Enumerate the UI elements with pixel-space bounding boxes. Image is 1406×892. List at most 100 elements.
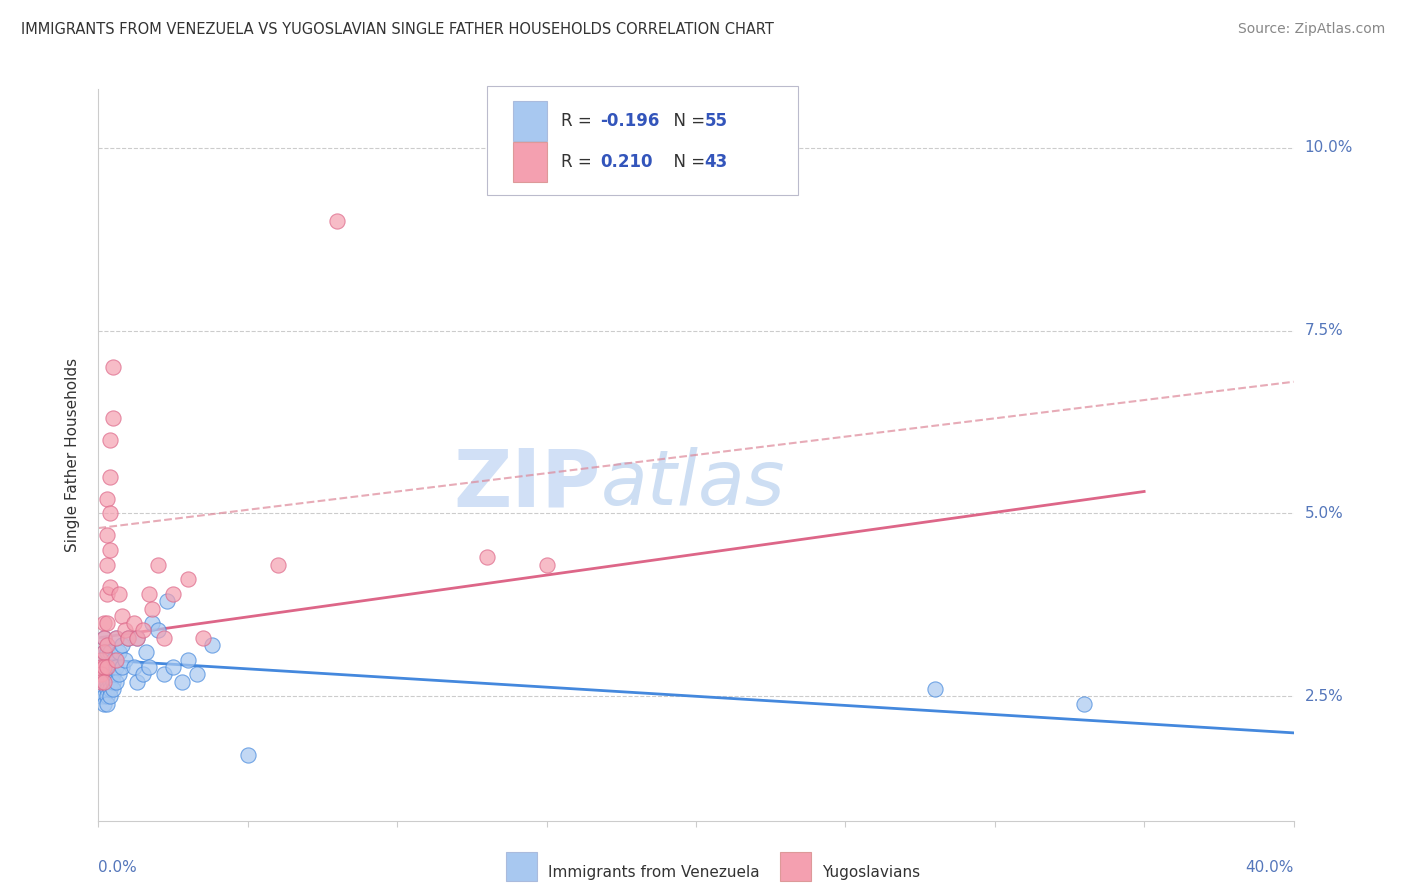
Point — [98, 674, 122, 689]
Point — [105, 653, 128, 667]
Point — [135, 645, 157, 659]
Point — [96, 587, 118, 601]
Text: atlas: atlas — [600, 447, 785, 521]
Point — [117, 631, 139, 645]
Text: 2.5%: 2.5% — [1305, 689, 1343, 704]
Point — [98, 470, 122, 484]
Point — [127, 674, 149, 689]
Point — [98, 645, 122, 659]
Text: Immigrants from Venezuela: Immigrants from Venezuela — [548, 865, 761, 880]
Point — [177, 572, 200, 586]
Point — [153, 631, 176, 645]
Point — [141, 601, 163, 615]
Point — [105, 674, 128, 689]
Point — [186, 667, 208, 681]
Text: 0.210: 0.210 — [600, 153, 652, 171]
Point — [93, 667, 115, 681]
Point — [98, 660, 122, 674]
Point — [93, 660, 115, 674]
Point — [93, 616, 115, 631]
Point — [132, 624, 155, 638]
Point — [98, 580, 122, 594]
Text: IMMIGRANTS FROM VENEZUELA VS YUGOSLAVIAN SINGLE FATHER HOUSEHOLDS CORRELATION CH: IMMIGRANTS FROM VENEZUELA VS YUGOSLAVIAN… — [21, 22, 773, 37]
Point — [96, 697, 118, 711]
Point — [156, 594, 179, 608]
Text: N =: N = — [662, 112, 710, 129]
Text: R =: R = — [561, 112, 598, 129]
Point — [93, 681, 115, 696]
Point — [111, 608, 134, 623]
Point — [98, 434, 122, 448]
Text: 0.0%: 0.0% — [98, 860, 138, 874]
Point — [93, 660, 115, 674]
FancyBboxPatch shape — [513, 101, 547, 141]
Point — [93, 645, 115, 659]
Point — [96, 690, 118, 704]
Text: -0.196: -0.196 — [600, 112, 659, 129]
Point — [90, 653, 112, 667]
Point — [93, 674, 115, 689]
Point — [148, 558, 170, 572]
Point — [103, 653, 125, 667]
Point — [90, 667, 112, 681]
Point — [96, 674, 118, 689]
Point — [93, 631, 115, 645]
Text: 40.0%: 40.0% — [1246, 860, 1294, 874]
Point — [138, 587, 160, 601]
Point — [90, 653, 112, 667]
Point — [201, 638, 224, 652]
Point — [138, 660, 160, 674]
Point — [127, 631, 149, 645]
Point — [162, 660, 184, 674]
Point — [96, 681, 118, 696]
Text: 55: 55 — [704, 112, 727, 129]
Point — [124, 660, 146, 674]
Point — [536, 558, 558, 572]
Point — [191, 631, 214, 645]
Point — [127, 631, 149, 645]
Point — [93, 631, 115, 645]
Point — [141, 616, 163, 631]
Text: 7.5%: 7.5% — [1305, 323, 1343, 338]
Point — [103, 681, 125, 696]
Point — [98, 543, 122, 558]
Point — [90, 660, 112, 674]
Text: 43: 43 — [704, 153, 727, 171]
Text: 10.0%: 10.0% — [1305, 140, 1353, 155]
FancyBboxPatch shape — [486, 86, 797, 195]
Point — [98, 681, 122, 696]
Point — [96, 638, 118, 652]
Point — [90, 690, 112, 704]
Point — [924, 681, 946, 696]
Point — [103, 411, 125, 425]
Point — [132, 667, 155, 681]
Point — [93, 690, 115, 704]
Point — [96, 558, 118, 572]
Point — [103, 360, 125, 375]
Point — [98, 667, 122, 681]
Point — [172, 674, 194, 689]
Point — [108, 587, 131, 601]
Point — [96, 491, 118, 506]
Point — [96, 660, 118, 674]
Point — [98, 690, 122, 704]
Text: R =: R = — [561, 153, 602, 171]
Point — [148, 624, 170, 638]
Text: Source: ZipAtlas.com: Source: ZipAtlas.com — [1237, 22, 1385, 37]
Point — [1073, 697, 1095, 711]
Point — [98, 507, 122, 521]
Point — [108, 667, 131, 681]
Point — [236, 747, 259, 762]
Point — [111, 660, 134, 674]
Point — [111, 638, 134, 652]
Point — [96, 645, 118, 659]
FancyBboxPatch shape — [513, 142, 547, 183]
Point — [103, 674, 125, 689]
Text: ZIP: ZIP — [453, 445, 600, 524]
Point — [93, 674, 115, 689]
Point — [90, 667, 112, 681]
Point — [177, 653, 200, 667]
Point — [96, 528, 118, 542]
Point — [93, 645, 115, 659]
Point — [96, 616, 118, 631]
